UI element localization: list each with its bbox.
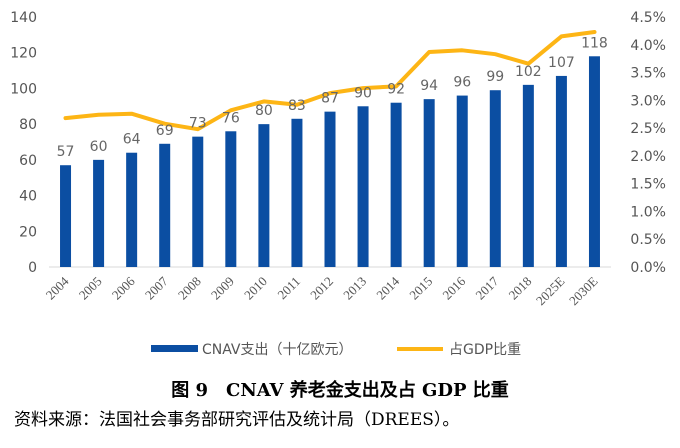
source-note: 资料来源：法国社会事务部研究评估及统计局（DREES）。 (14, 410, 460, 430)
category-label: 2015 (406, 274, 435, 303)
bar (93, 159, 105, 267)
bar-value-label: 87 (321, 91, 339, 107)
data-labels: 57 60 64 69 73 76 80 83 87 90 92 94 96 99 102 107 118 (57, 35, 608, 160)
right-tick-label: 2.0% (630, 149, 666, 165)
bar-value-label: 102 (515, 64, 542, 80)
left-tick-label: 80 (19, 117, 37, 133)
left-axis: 0 20 40 60 80 100 120 140 (10, 10, 37, 276)
bar (192, 136, 204, 267)
category-label: 2006 (109, 273, 138, 302)
category-label: 2012 (307, 274, 336, 303)
bar (291, 118, 303, 268)
category-label: 2011 (274, 274, 303, 303)
left-tick-label: 140 (10, 10, 37, 26)
right-tick-label: 2.5% (630, 121, 666, 137)
left-tick-label: 60 (19, 153, 37, 169)
right-tick-label: 4.0% (630, 38, 666, 54)
bar-value-label: 83 (288, 98, 306, 114)
bar-value-label: 69 (156, 123, 174, 139)
right-tick-label: 1.5% (630, 177, 666, 193)
right-tick-label: 1.0% (630, 204, 666, 220)
category-label: 2008 (175, 274, 204, 303)
category-label: 2005 (76, 274, 105, 303)
bar-value-label: 80 (255, 103, 273, 119)
right-tick-label: 3.0% (630, 93, 666, 109)
chart: 0 20 40 60 80 100 120 140 0.0% 0.5% 1.0% 1.5% 2.0% 2… (10, 10, 666, 358)
bar-value-label: 60 (90, 139, 108, 155)
left-tick-label: 100 (10, 81, 37, 97)
bar (258, 124, 270, 268)
bar (423, 99, 435, 268)
bar-value-label: 76 (222, 110, 240, 126)
bar (159, 143, 171, 267)
category-label: 2007 (142, 273, 171, 302)
left-tick-label: 20 (19, 224, 37, 240)
category-label: 2025E (533, 273, 568, 308)
bar (588, 56, 600, 268)
right-tick-label: 3.5% (630, 66, 666, 82)
bar (456, 95, 468, 267)
legend-bar-label: CNAV支出（十亿欧元） (202, 342, 353, 358)
bar-value-label: 57 (57, 144, 75, 160)
bar-value-label: 92 (387, 82, 405, 98)
bar-value-label: 107 (548, 55, 575, 71)
bar (390, 102, 402, 267)
category-labels: 2004 2005 2006 2007 2008 2009 2010 2011 2012 2013… (43, 273, 601, 308)
category-label: 2009 (208, 274, 237, 303)
bar (357, 106, 369, 268)
bar (60, 165, 72, 267)
bar (522, 84, 534, 267)
category-label: 2014 (373, 273, 402, 302)
right-tick-label: 0.0% (630, 260, 666, 276)
bar (555, 75, 567, 267)
bar (225, 131, 237, 267)
right-tick-label: 4.5% (630, 10, 666, 26)
figure-caption: 图 9 CNAV 养老金支出及占 GDP 比重 (171, 380, 509, 401)
bar-value-label: 73 (189, 116, 207, 132)
bar (324, 111, 336, 268)
right-tick-label: 0.5% (630, 232, 666, 248)
bar-value-label: 96 (453, 75, 471, 91)
bar-value-label: 94 (420, 78, 438, 94)
category-label: 2018 (505, 274, 534, 303)
legend: CNAV支出（十亿欧元） 占GDP比重 (151, 342, 521, 358)
bar-value-label: 118 (581, 35, 608, 51)
bar (489, 90, 501, 267)
category-label: 2004 (43, 273, 72, 302)
category-label: 2013 (340, 274, 369, 303)
bar-value-label: 99 (486, 69, 504, 85)
left-tick-label: 0 (28, 260, 37, 276)
line-series (63, 30, 597, 132)
left-tick-label: 40 (19, 189, 37, 205)
left-tick-label: 120 (10, 46, 37, 62)
bar-value-label: 90 (354, 85, 372, 101)
category-label: 2030E (566, 273, 601, 308)
right-axis: 0.0% 0.5% 1.0% 1.5% 2.0% 2.5% 3.0% 3.5% 4.0% 4.5% (630, 10, 666, 276)
bar-value-label: 64 (123, 132, 141, 148)
bar (126, 152, 138, 267)
bar-series (60, 56, 600, 268)
category-label: 2017 (472, 273, 501, 302)
category-label: 2010 (241, 274, 270, 303)
category-label: 2016 (439, 273, 468, 302)
legend-bar-swatch (151, 345, 198, 352)
legend-line-label: 占GDP比重 (449, 342, 521, 358)
